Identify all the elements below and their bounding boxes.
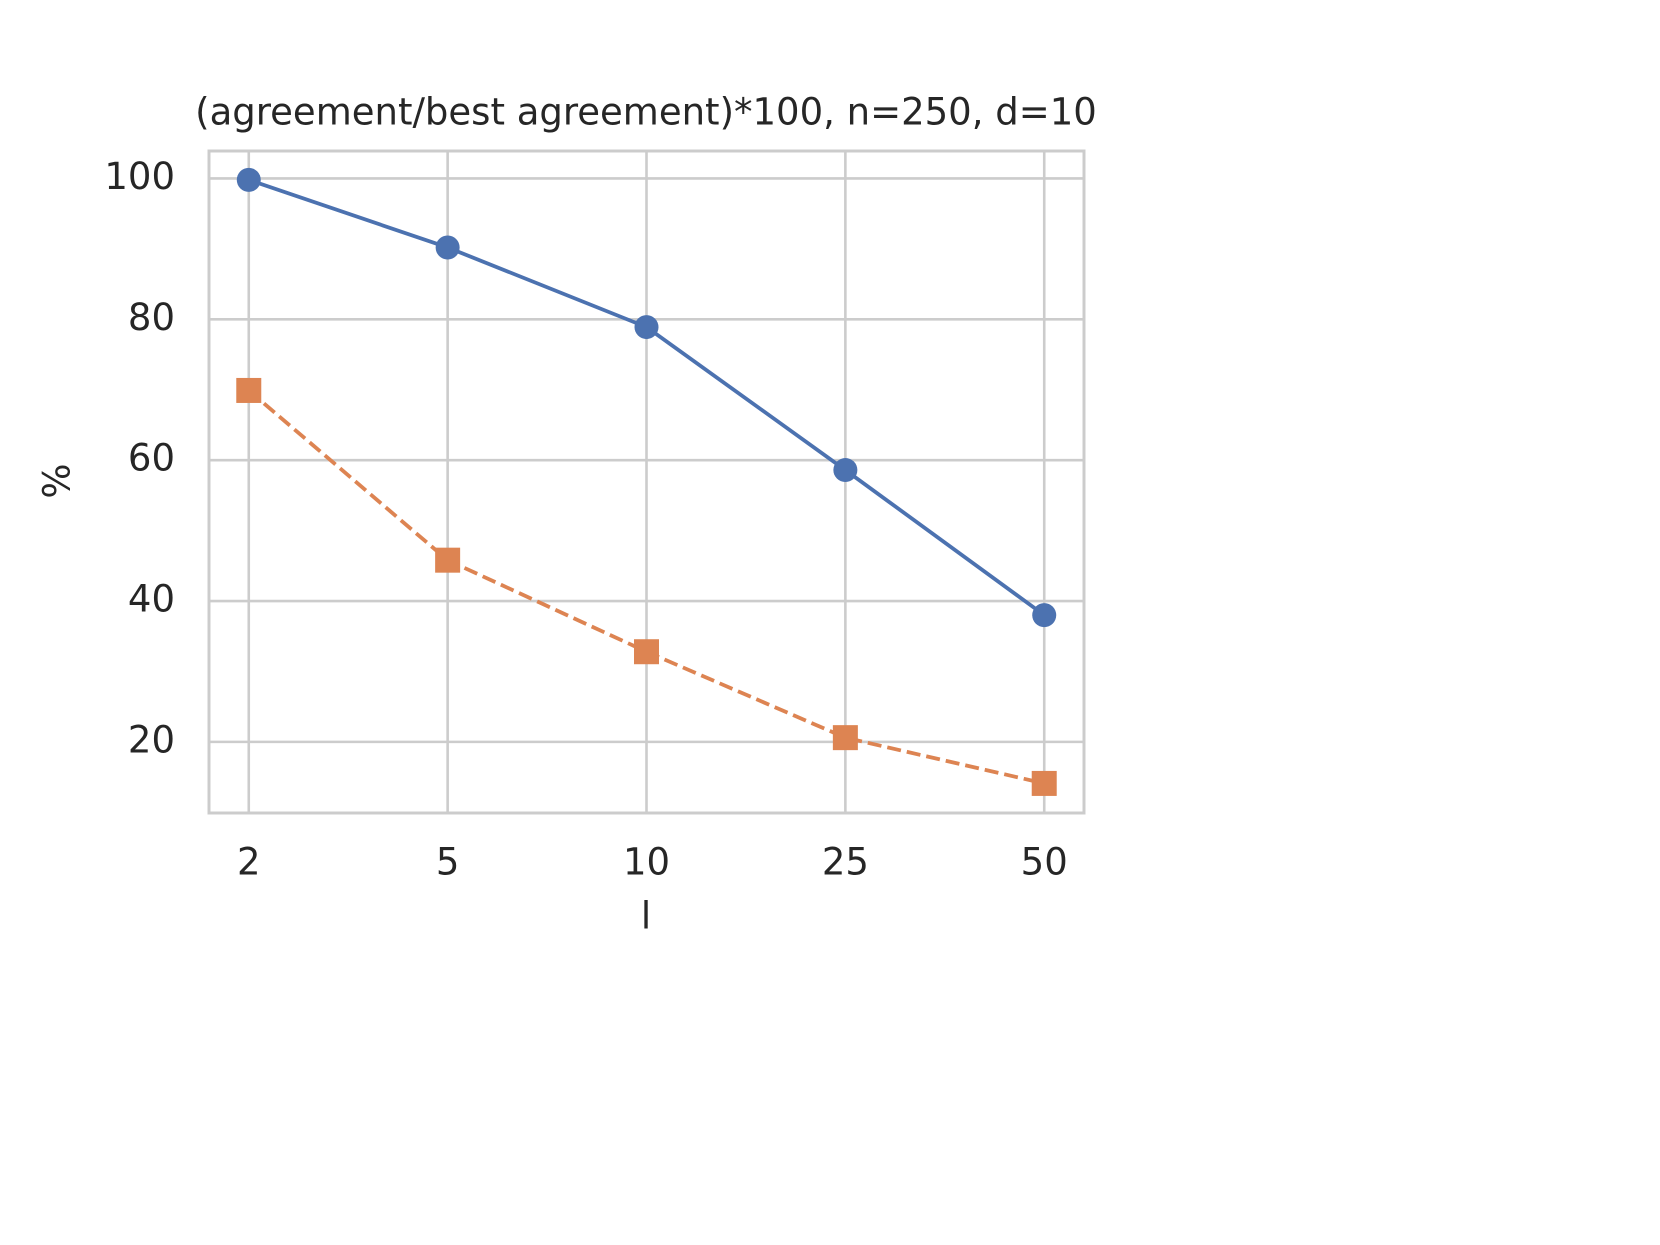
data-point [435, 547, 461, 573]
y-tick-label: 60 [128, 437, 175, 480]
y-tick-label: 100 [104, 155, 175, 198]
data-point [832, 725, 858, 751]
data-point [634, 315, 659, 340]
data-point [236, 377, 262, 403]
y-tick-label: 20 [128, 718, 175, 761]
data-point [1031, 770, 1057, 796]
y-tick-label: 40 [128, 578, 175, 621]
data-point [634, 639, 659, 665]
chart-title: (agreement/best agreement)*100, n=250, d… [195, 91, 1097, 134]
x-tick-label: 2 [237, 841, 261, 884]
x-tick-label: 5 [436, 841, 460, 884]
y-tick-label: 80 [128, 296, 175, 339]
x-axis-label: l [641, 895, 651, 938]
data-point [1032, 603, 1057, 628]
data-point [833, 458, 858, 483]
x-tick-label: 25 [822, 841, 869, 884]
y-axis-label: % [36, 463, 79, 498]
data-point [435, 235, 460, 260]
x-tick-label: 10 [623, 841, 670, 884]
data-point [236, 167, 261, 192]
plot-frame [207, 149, 1086, 815]
x-tick-label: 50 [1021, 841, 1068, 884]
